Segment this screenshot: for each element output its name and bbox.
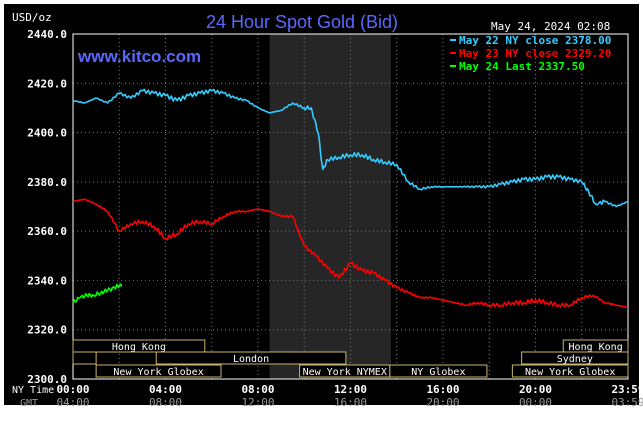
x-tick-label: 00:00 — [519, 396, 552, 409]
session-label: Hong Kong — [569, 342, 623, 353]
y-axis: 2300.0 2320.0 2340.0 2360.0 2380.0 2400.0 2420… — [27, 28, 67, 386]
x-tick-label: 03:59 — [611, 396, 643, 409]
session-box — [155, 351, 347, 365]
x-tick-label: 04:00 — [149, 383, 182, 396]
x-tick-label: 12:00 — [241, 396, 274, 409]
x-tick-label: 20:00 — [426, 396, 459, 409]
x-tick-label: 04:00 — [56, 396, 89, 409]
session-box — [389, 364, 488, 378]
y-tick-label: 2300.0 — [27, 373, 67, 386]
unit-label: USD/oz — [12, 11, 52, 24]
series-line — [72, 198, 629, 309]
x-tick-label: 23:59 — [611, 383, 643, 396]
legend-entry: May 24 Last 2337.50 — [459, 60, 585, 73]
y-tick-label: 2340.0 — [27, 274, 67, 287]
legend-entry: May 22 NY close 2378.00 — [459, 34, 611, 47]
series-line — [72, 88, 629, 208]
x-tick-label: 08:00 — [149, 396, 182, 409]
x-tick-label: 08:00 — [241, 383, 274, 396]
series-line — [72, 283, 123, 303]
session-label: NY Globex — [411, 367, 465, 378]
plot-border — [72, 33, 629, 380]
x-tick-label: 16:00 — [426, 383, 459, 396]
session-label: Sydney — [557, 354, 593, 365]
series-lines — [72, 88, 629, 309]
session-label: Hong Kong — [112, 342, 166, 353]
x-tick-label: 16:00 — [334, 396, 367, 409]
session-label: London — [233, 354, 269, 365]
legend-entry: May 23 NY close 2329.20 — [459, 47, 611, 60]
x-axis: NY Time 00:00 04:00 08:00 12:00 16:00 20:00 23:… — [12, 383, 643, 409]
x-axis-row-label: NY Time — [12, 385, 54, 396]
session-box — [511, 364, 629, 378]
session-label: New York Globex — [113, 367, 203, 378]
x-tick-label: 00:00 — [56, 383, 89, 396]
timestamp: May 24, 2024 02:08 — [491, 20, 610, 33]
x-tick-label: 20:00 — [519, 383, 552, 396]
y-tick-label: 2440.0 — [27, 28, 67, 41]
session-box — [72, 339, 206, 353]
x-tick-label: 12:00 — [334, 383, 367, 396]
y-tick-label: 2400.0 — [27, 127, 67, 140]
watermark: www.kitco.com — [77, 47, 201, 66]
y-tick-label: 2320.0 — [27, 324, 67, 337]
session-label: New York NYMEX — [303, 367, 387, 378]
x-axis-row-label: GMT — [20, 398, 38, 409]
shaded-session — [269, 34, 391, 379]
chart-title: 24 Hour Spot Gold (Bid) — [206, 12, 398, 32]
y-tick-label: 2380.0 — [27, 176, 67, 189]
y-tick-label: 2420.0 — [27, 77, 67, 90]
session-box — [95, 364, 222, 378]
session-box — [521, 351, 629, 365]
y-tick-label: 2360.0 — [27, 225, 67, 238]
market-sessions: Hong Kong Hong Kong London Sydney New York G… — [72, 339, 629, 378]
session-box — [72, 351, 97, 365]
session-label: New York Globex — [525, 367, 615, 378]
